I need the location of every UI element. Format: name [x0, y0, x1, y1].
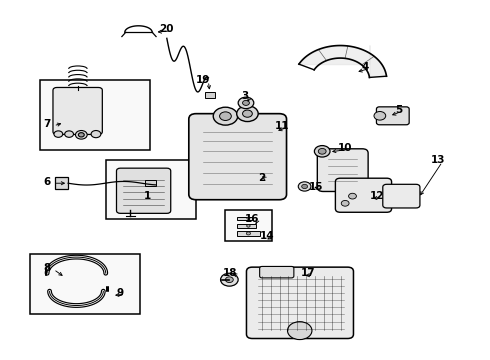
- Circle shape: [220, 273, 238, 286]
- Text: 1: 1: [144, 191, 151, 201]
- Bar: [40, 80, 150, 149]
- Text: 13: 13: [431, 155, 445, 165]
- Text: 5: 5: [395, 105, 403, 115]
- Text: 17: 17: [301, 268, 316, 278]
- Circle shape: [91, 131, 101, 138]
- Circle shape: [246, 232, 250, 235]
- Circle shape: [246, 225, 250, 227]
- FancyBboxPatch shape: [117, 168, 171, 213]
- Bar: [237, 217, 252, 220]
- FancyBboxPatch shape: [189, 114, 287, 200]
- Text: 20: 20: [160, 24, 174, 35]
- Circle shape: [243, 100, 249, 105]
- Text: 6: 6: [44, 177, 51, 187]
- Circle shape: [54, 131, 63, 137]
- Circle shape: [302, 184, 308, 189]
- Circle shape: [288, 321, 312, 339]
- Bar: [237, 224, 256, 228]
- Text: 9: 9: [117, 288, 124, 298]
- Circle shape: [374, 112, 386, 120]
- Circle shape: [225, 277, 233, 283]
- Bar: [106, 160, 196, 220]
- FancyBboxPatch shape: [376, 107, 409, 125]
- Text: 4: 4: [361, 62, 368, 72]
- Circle shape: [315, 145, 330, 157]
- FancyBboxPatch shape: [53, 87, 102, 134]
- Bar: [30, 253, 140, 315]
- Bar: [225, 211, 272, 241]
- Text: 2: 2: [259, 173, 266, 183]
- Circle shape: [220, 112, 231, 121]
- Text: 8: 8: [44, 263, 51, 273]
- Circle shape: [237, 106, 258, 122]
- Bar: [146, 180, 156, 186]
- Text: 3: 3: [242, 91, 248, 101]
- Bar: [55, 177, 68, 189]
- Text: 15: 15: [309, 182, 323, 192]
- FancyBboxPatch shape: [260, 266, 294, 278]
- Text: 14: 14: [260, 231, 274, 240]
- Circle shape: [341, 201, 349, 206]
- Circle shape: [78, 133, 84, 137]
- Circle shape: [318, 148, 326, 154]
- Circle shape: [238, 97, 254, 109]
- Bar: [205, 93, 215, 98]
- Bar: [237, 231, 260, 235]
- Text: 11: 11: [274, 121, 289, 131]
- FancyBboxPatch shape: [318, 149, 368, 192]
- Circle shape: [75, 131, 87, 139]
- Circle shape: [65, 131, 74, 137]
- Circle shape: [213, 107, 238, 125]
- FancyBboxPatch shape: [246, 267, 353, 338]
- FancyBboxPatch shape: [335, 178, 392, 212]
- Circle shape: [247, 217, 250, 219]
- Text: 10: 10: [338, 143, 352, 153]
- Circle shape: [243, 110, 252, 117]
- Text: 18: 18: [223, 268, 238, 278]
- Text: 12: 12: [369, 191, 384, 201]
- FancyBboxPatch shape: [383, 184, 420, 208]
- Circle shape: [348, 193, 356, 199]
- Circle shape: [298, 182, 311, 191]
- Text: 16: 16: [245, 215, 260, 224]
- Text: 19: 19: [196, 75, 211, 85]
- Text: 7: 7: [44, 120, 51, 129]
